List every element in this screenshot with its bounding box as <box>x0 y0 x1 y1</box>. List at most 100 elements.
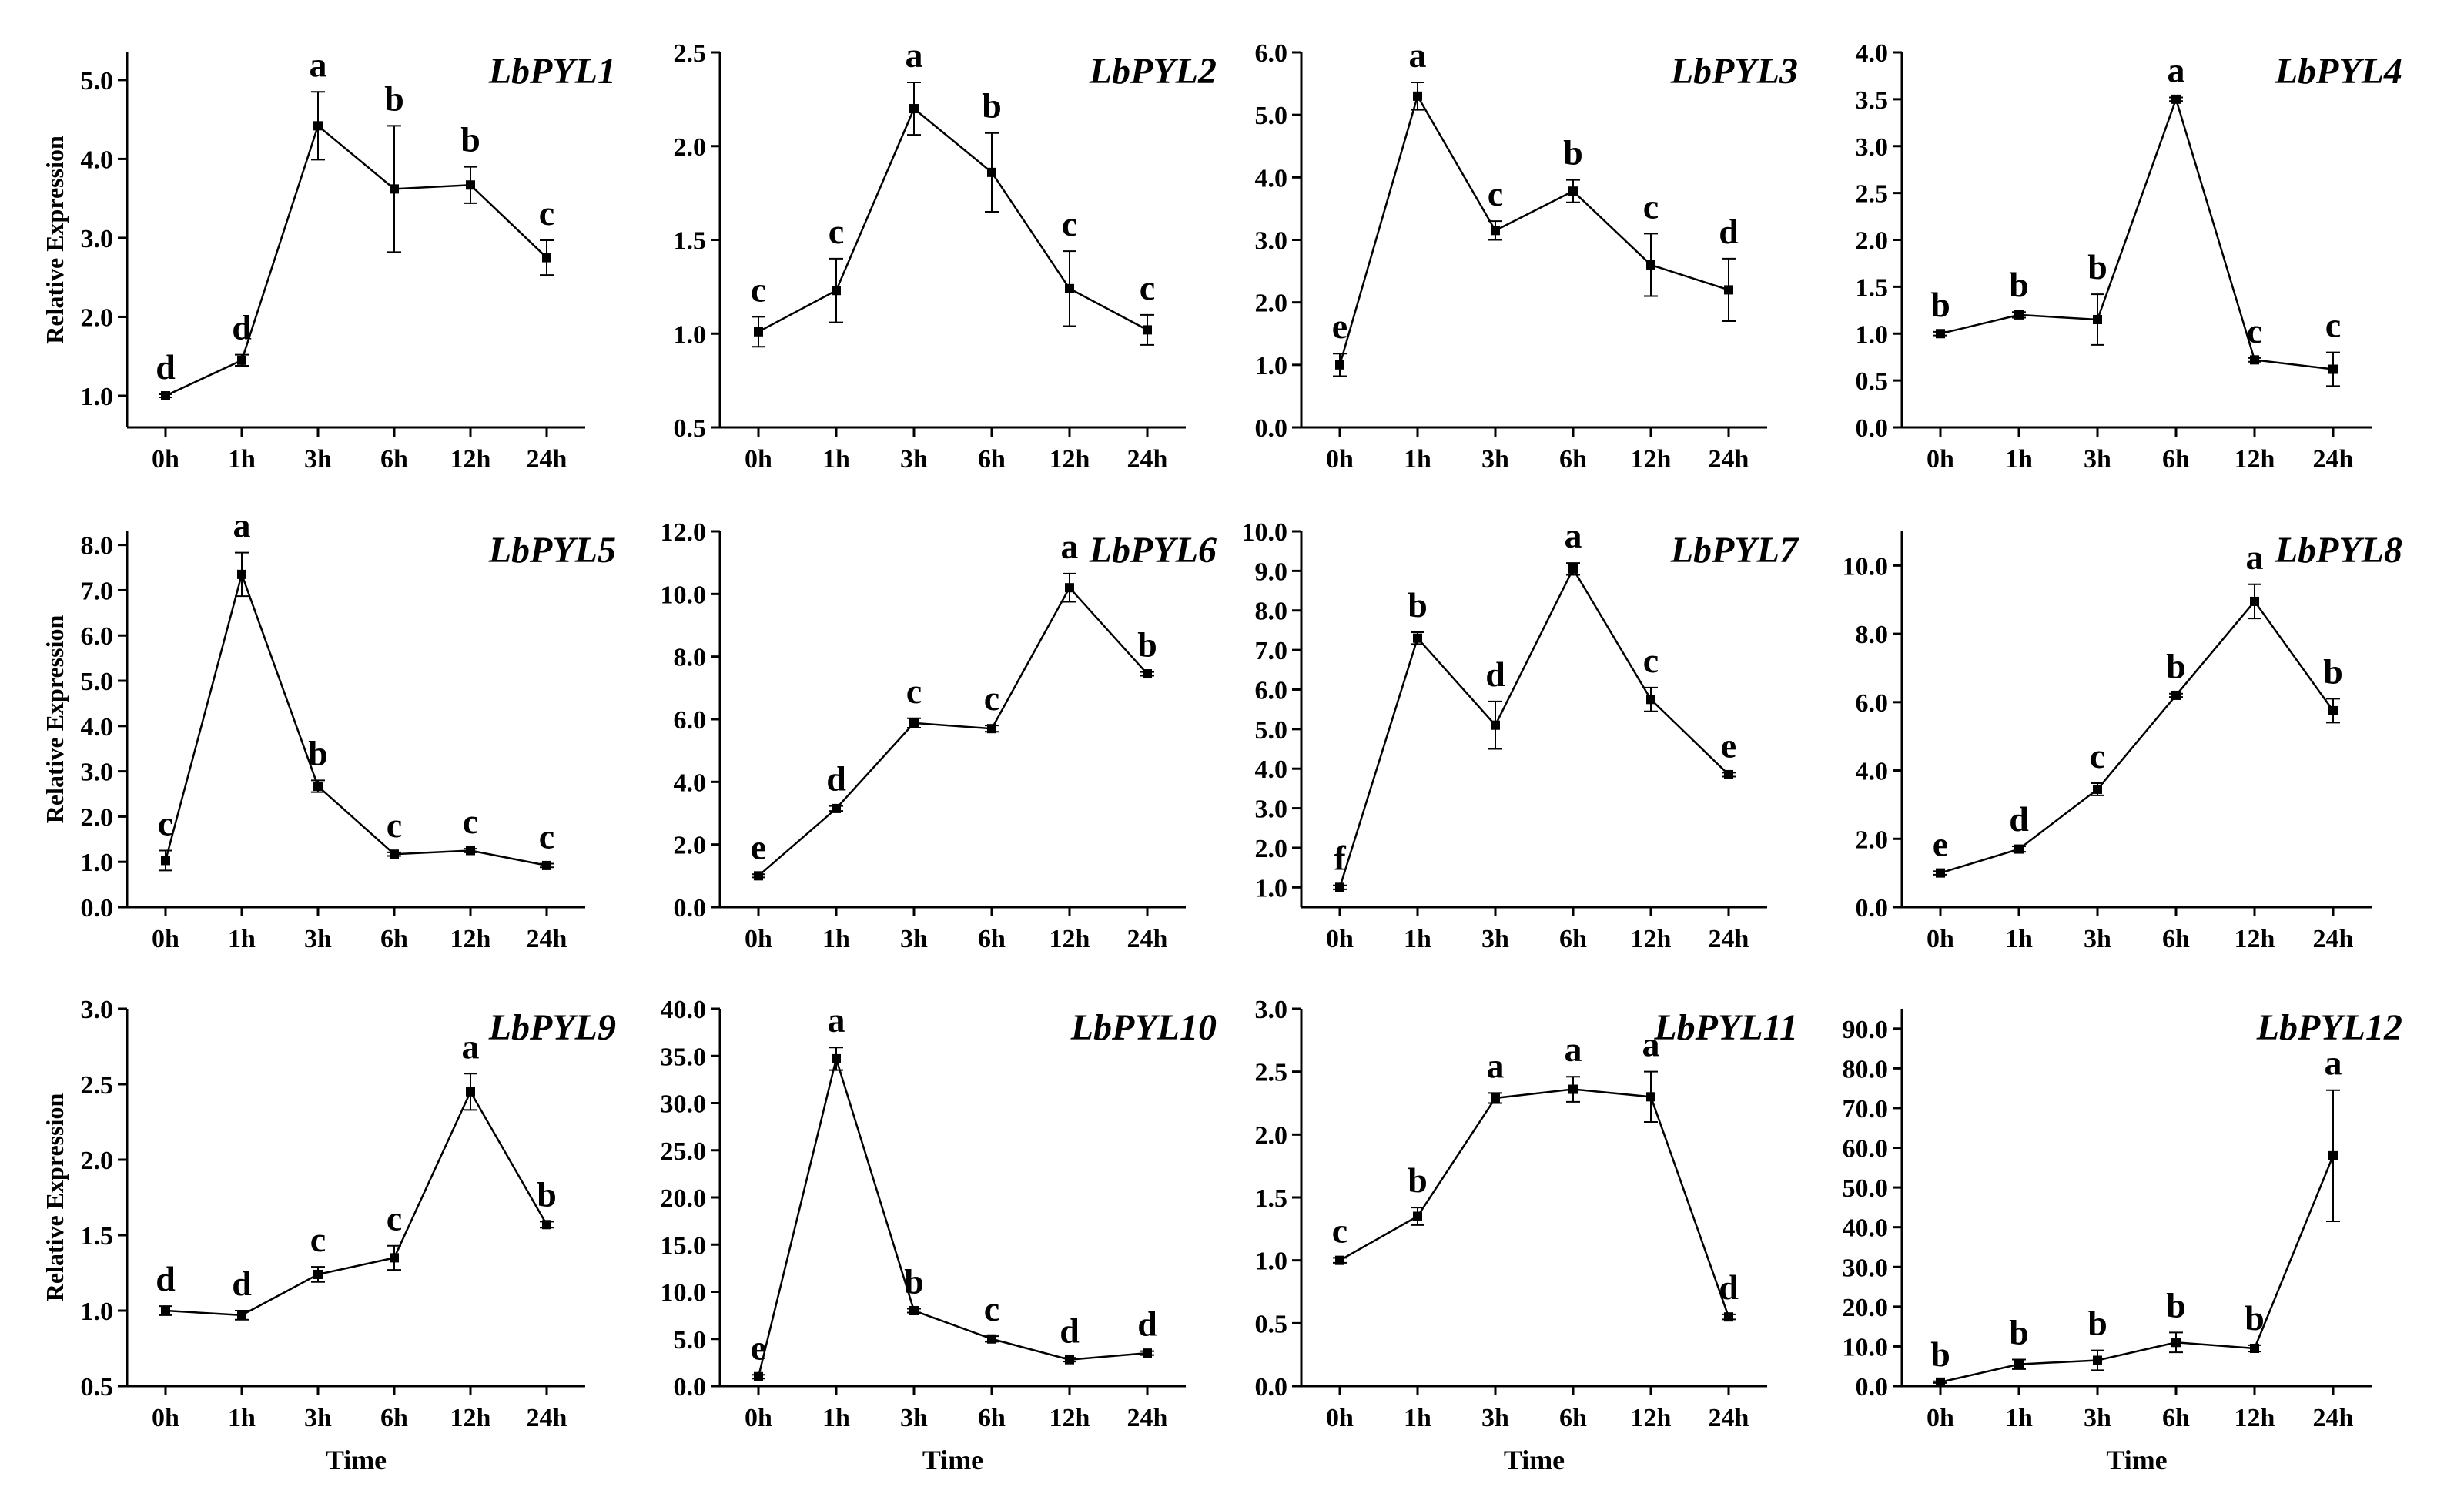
series-line <box>164 571 547 867</box>
y-tick-label: 2.5 <box>674 39 707 68</box>
x-tick-label: 12h <box>450 1404 491 1432</box>
x-axis-label: Time <box>326 1445 387 1475</box>
y-tick-label: 3.5 <box>1856 86 1889 115</box>
x-tick-label: 12h <box>450 925 491 953</box>
x-tick-label: 0h <box>745 925 772 953</box>
significance-letter: b <box>2245 1298 2265 1338</box>
y-tick-label: 5.0 <box>674 1326 707 1355</box>
y-tick-label: 6.0 <box>1856 689 1889 718</box>
x-tick-label: 12h <box>2235 925 2275 953</box>
y-tick-label: 2.0 <box>81 303 114 332</box>
y-tick-label: 30.0 <box>1843 1254 1889 1282</box>
series-line <box>757 1055 1148 1378</box>
significance-letter: d <box>156 347 176 387</box>
series-line <box>1940 1155 2335 1384</box>
significance-letter: d <box>1137 1304 1157 1344</box>
y-tick-label: 10.0 <box>661 1279 707 1308</box>
chart-title: LbPYL8 <box>2275 530 2402 571</box>
significance-letter: a <box>462 1026 480 1066</box>
y-tick-label: 6.0 <box>674 706 707 735</box>
data-point <box>1568 186 1578 196</box>
significance-letter: b <box>2009 265 2029 304</box>
significance-letter: c <box>906 671 922 711</box>
series-line <box>758 586 1148 877</box>
series-line <box>165 1090 548 1317</box>
y-tick-label: 0.0 <box>674 1373 707 1402</box>
x-tick-label: 3h <box>304 445 332 474</box>
y-tick-label: 10.0 <box>1843 552 1889 581</box>
x-axis-label: Time <box>2106 1445 2167 1475</box>
x-tick-label: 24h <box>527 925 567 953</box>
significance-letter: c <box>1488 174 1503 213</box>
y-tick-label: 0.5 <box>1856 367 1889 396</box>
data-point <box>2171 94 2181 104</box>
x-tick-label: 6h <box>1559 1404 1587 1432</box>
data-point <box>754 871 763 881</box>
significance-letter: a <box>1061 527 1079 566</box>
significance-letter: b <box>2323 651 2343 691</box>
y-tick-label: 7.0 <box>81 577 114 605</box>
x-tick-label: 12h <box>1050 1404 1090 1432</box>
y-tick-label: 80.0 <box>1843 1055 1889 1083</box>
data-point <box>1724 1312 1733 1322</box>
y-tick-label: 12.0 <box>661 518 707 547</box>
x-tick-label: 1h <box>822 445 850 474</box>
data-point <box>161 390 170 400</box>
significance-letter: d <box>826 759 846 799</box>
y-tick-label: 1.0 <box>81 849 114 877</box>
significance-letter: a <box>2246 537 2264 577</box>
significance-letter: b <box>1563 133 1583 172</box>
chart-title: LbPYL12 <box>2256 1007 2402 1048</box>
x-tick-label: 6h <box>2162 445 2190 474</box>
y-tick-label: 8.0 <box>1255 598 1288 626</box>
data-point <box>832 803 841 813</box>
x-tick-label: 6h <box>2162 1404 2190 1432</box>
data-point <box>832 1053 841 1063</box>
data-point <box>1568 1084 1578 1094</box>
x-tick-label: 6h <box>1559 445 1587 474</box>
x-tick-label: 3h <box>2084 445 2111 474</box>
data-point <box>542 253 551 263</box>
significance-letter: c <box>2325 306 2341 345</box>
y-tick-label: 3.0 <box>81 996 114 1024</box>
significance-letter: a <box>1409 35 1427 75</box>
data-point <box>987 724 996 734</box>
chart-panel-7: 1.0 2.0 3.0 4.0 5.0 6.0 7.0 8.0 9.0 10.0 0h 1h 3h 6h 1… <box>1242 516 1800 953</box>
significance-letter: d <box>2009 799 2029 839</box>
significance-letter: c <box>829 212 844 251</box>
data-point <box>1335 882 1344 892</box>
data-point <box>2014 1359 2024 1369</box>
y-tick-label: 6.0 <box>1255 39 1288 68</box>
y-tick-label: 60.0 <box>1843 1135 1889 1164</box>
significance-letter: d <box>1719 1268 1739 1307</box>
y-tick-label: 15.0 <box>661 1231 707 1260</box>
x-tick-label: 3h <box>1481 445 1509 474</box>
data-point <box>1491 226 1500 236</box>
data-point <box>1936 329 1945 339</box>
chart-panel-6: 0.0 2.0 4.0 6.0 8.0 10.0 12.0 0h 1h 3h 6h 12h 24h e d c… <box>661 518 1217 953</box>
data-point <box>313 782 323 792</box>
y-tick-label: 1.5 <box>1856 273 1889 302</box>
y-tick-label: 0.0 <box>1856 414 1889 443</box>
data-point <box>1065 1355 1074 1365</box>
data-point <box>832 286 841 296</box>
y-tick-label: 0.5 <box>81 1373 114 1402</box>
data-point <box>1335 360 1344 370</box>
y-tick-label: 3.0 <box>1856 133 1889 162</box>
x-tick-label: 0h <box>1927 925 1954 953</box>
significance-letter: b <box>1408 585 1428 625</box>
significance-letter: c <box>2247 311 2262 350</box>
x-tick-label: 6h <box>978 445 1006 474</box>
x-tick-label: 1h <box>822 925 850 953</box>
y-tick-label: 0.0 <box>1856 1373 1889 1402</box>
series-line <box>1339 1088 1730 1318</box>
y-tick-label: 0.5 <box>1255 1310 1288 1338</box>
y-tick-label: 4.0 <box>1856 758 1889 786</box>
y-tick-label: 4.0 <box>1255 755 1288 784</box>
data-point <box>466 180 475 190</box>
data-point <box>237 569 246 579</box>
y-tick-label: 10.0 <box>1242 518 1288 547</box>
x-tick-label: 24h <box>1709 925 1749 953</box>
significance-letter: d <box>232 1264 252 1303</box>
significance-letter: b <box>1408 1160 1428 1200</box>
